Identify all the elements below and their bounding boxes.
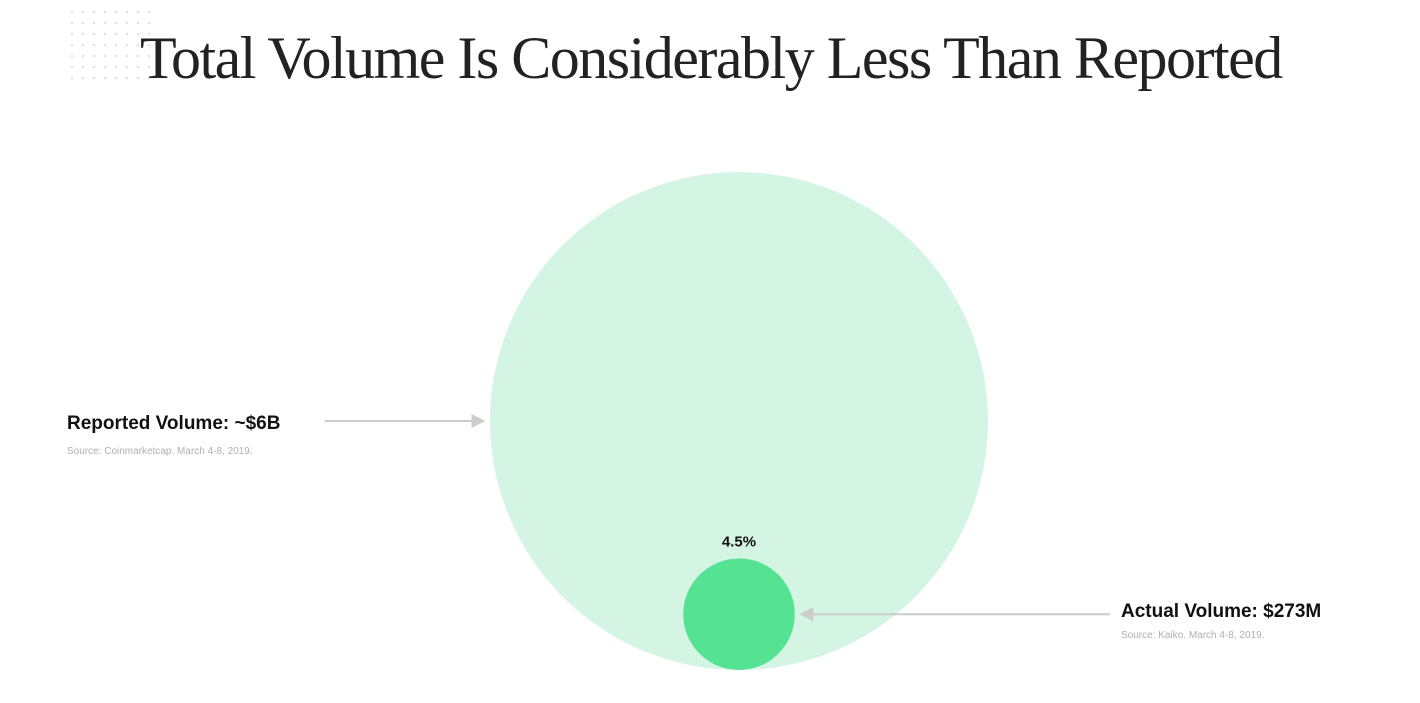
grid-dot [136, 21, 140, 25]
grid-dot [136, 43, 140, 47]
grid-dot [114, 65, 118, 69]
grid-dot [125, 76, 129, 80]
grid-dot [81, 65, 85, 69]
grid-dot [147, 76, 151, 80]
grid-dot [103, 65, 107, 69]
reported-volume-label: Reported Volume: ~$6B [67, 413, 280, 434]
grid-dot [125, 54, 129, 58]
grid-dot [147, 43, 151, 47]
grid-dot [92, 54, 96, 58]
grid-dot [92, 21, 96, 25]
actual-volume-label: Actual Volume: $273M [1121, 601, 1321, 622]
reported-volume-source: Source: Coinmarketcap. March 4-8, 2019. [67, 446, 253, 457]
grid-dot [92, 43, 96, 47]
actual-volume-circle [683, 558, 795, 671]
grid-dot [136, 10, 140, 14]
grid-dot [114, 43, 118, 47]
grid-dot [125, 65, 129, 69]
grid-dot [81, 21, 85, 25]
grid-dot [81, 76, 85, 80]
grid-dot [103, 10, 107, 14]
grid-dot [125, 10, 129, 14]
grid-dot [103, 32, 107, 36]
grid-dot [114, 32, 118, 36]
grid-dot [103, 76, 107, 80]
grid-dot [147, 21, 151, 25]
grid-dot [70, 76, 74, 80]
grid-dot [147, 10, 151, 14]
grid-dot [92, 10, 96, 14]
grid-dot [92, 76, 96, 80]
page-title: Total Volume Is Considerably Less Than R… [140, 25, 1283, 91]
actual-percent-label: 4.5% [722, 533, 756, 550]
grid-dot [81, 54, 85, 58]
grid-dot [70, 21, 74, 25]
grid-dot [70, 54, 74, 58]
grid-dot [136, 65, 140, 69]
grid-dot [70, 10, 74, 14]
grid-dot [92, 32, 96, 36]
grid-dot [92, 65, 96, 69]
grid-dot [70, 32, 74, 36]
grid-dot [114, 54, 118, 58]
grid-dot [136, 54, 140, 58]
grid-dot [147, 54, 151, 58]
grid-dot [70, 43, 74, 47]
grid-dot [103, 21, 107, 25]
grid-dot [81, 10, 85, 14]
dot-grid-decoration [70, 10, 151, 80]
grid-dot [114, 21, 118, 25]
grid-dot [147, 65, 151, 69]
grid-dot [147, 32, 151, 36]
grid-dot [81, 43, 85, 47]
reported-volume-circle [490, 172, 988, 670]
grid-dot [136, 32, 140, 36]
grid-dot [136, 76, 140, 80]
grid-dot [70, 65, 74, 69]
actual-volume-source: Source: Kaiko. March 4-8, 2019. [1121, 630, 1264, 641]
grid-dot [114, 76, 118, 80]
grid-dot [103, 43, 107, 47]
grid-dot [125, 43, 129, 47]
grid-dot [103, 54, 107, 58]
grid-dot [125, 21, 129, 25]
grid-dot [125, 32, 129, 36]
grid-dot [81, 32, 85, 36]
grid-dot [114, 10, 118, 14]
